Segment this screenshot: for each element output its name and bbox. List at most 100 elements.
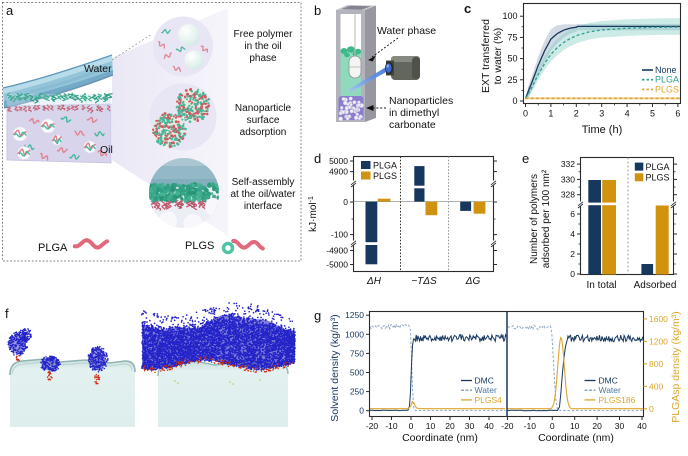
svg-text:PLGS186: PLGS186 bbox=[599, 395, 636, 405]
svg-text:75: 75 bbox=[507, 32, 517, 42]
svg-text:EXT transferred: EXT transferred bbox=[480, 19, 492, 93]
svg-text:Coordinate (nm): Coordinate (nm) bbox=[402, 432, 478, 444]
svg-text:0: 0 bbox=[550, 421, 555, 431]
svg-text:6: 6 bbox=[675, 109, 680, 119]
svg-text:-10: -10 bbox=[524, 421, 537, 431]
svg-text:in dimethyl: in dimethyl bbox=[389, 107, 439, 119]
svg-text:ΔH: ΔH bbox=[366, 276, 382, 287]
svg-text:30: 30 bbox=[465, 421, 475, 431]
svg-text:1200: 1200 bbox=[649, 336, 668, 346]
svg-text:250: 250 bbox=[350, 387, 364, 397]
svg-text:4: 4 bbox=[625, 109, 630, 119]
svg-text:1600: 1600 bbox=[649, 314, 668, 324]
svg-text:-100: -100 bbox=[331, 230, 348, 240]
svg-text:None: None bbox=[655, 65, 677, 75]
svg-text:to water (%): to water (%) bbox=[492, 28, 504, 85]
svg-text:2: 2 bbox=[570, 249, 575, 259]
svg-text:0: 0 bbox=[512, 96, 517, 106]
svg-text:PLGS: PLGS bbox=[646, 173, 670, 183]
svg-text:Nanoparticle: Nanoparticle bbox=[235, 103, 292, 114]
svg-text:b: b bbox=[314, 3, 321, 18]
svg-text:4900: 4900 bbox=[329, 167, 348, 177]
svg-text:PLGAsp density (kg/m³): PLGAsp density (kg/m³) bbox=[670, 311, 682, 422]
svg-text:10: 10 bbox=[570, 421, 580, 431]
svg-text:Time (h): Time (h) bbox=[582, 124, 623, 136]
svg-text:Nanoparticles: Nanoparticles bbox=[389, 95, 453, 107]
svg-text:surface: surface bbox=[247, 115, 280, 126]
svg-text:0: 0 bbox=[570, 269, 575, 279]
svg-text:PLGA: PLGA bbox=[373, 161, 397, 171]
svg-text:PLGS: PLGS bbox=[185, 240, 214, 252]
svg-text:Coordinate (nm): Coordinate (nm) bbox=[538, 432, 614, 444]
svg-text:Oil: Oil bbox=[100, 144, 113, 156]
svg-text:interface: interface bbox=[244, 201, 283, 212]
svg-text:328: 328 bbox=[561, 190, 575, 200]
svg-text:Free polymer: Free polymer bbox=[234, 29, 294, 40]
svg-text:f: f bbox=[5, 306, 9, 321]
svg-text:800: 800 bbox=[649, 359, 663, 369]
svg-text:0: 0 bbox=[409, 421, 414, 431]
svg-text:3: 3 bbox=[599, 109, 604, 119]
svg-text:Self-assembly: Self-assembly bbox=[232, 177, 295, 188]
svg-text:-10: -10 bbox=[385, 421, 398, 431]
svg-text:5: 5 bbox=[650, 109, 655, 119]
svg-text:332: 332 bbox=[561, 159, 575, 169]
svg-text:PLGS: PLGS bbox=[373, 171, 397, 181]
svg-text:40: 40 bbox=[484, 421, 494, 431]
svg-text:750: 750 bbox=[350, 348, 364, 358]
svg-text:0: 0 bbox=[649, 404, 654, 414]
svg-text:330: 330 bbox=[561, 174, 575, 184]
svg-text:0: 0 bbox=[523, 109, 528, 119]
svg-text:0: 0 bbox=[359, 406, 364, 416]
svg-text:PLGA: PLGA bbox=[38, 242, 68, 254]
svg-text:20: 20 bbox=[592, 421, 602, 431]
svg-text:4: 4 bbox=[570, 229, 575, 239]
svg-text:Water: Water bbox=[84, 63, 112, 75]
svg-text:Water phase: Water phase bbox=[377, 25, 436, 37]
svg-text:5000: 5000 bbox=[329, 156, 348, 166]
svg-text:In total: In total bbox=[586, 280, 616, 291]
svg-text:DMC: DMC bbox=[475, 376, 494, 386]
svg-text:Solvent density (kg/m³): Solvent density (kg/m³) bbox=[329, 314, 341, 421]
svg-text:adsorbed per 100 nm²: adsorbed per 100 nm² bbox=[541, 169, 552, 268]
svg-text:adsorption: adsorption bbox=[240, 127, 287, 138]
svg-text:100: 100 bbox=[502, 11, 517, 21]
svg-text:c: c bbox=[464, 1, 471, 16]
svg-text:e: e bbox=[522, 151, 529, 166]
svg-text:g: g bbox=[314, 308, 321, 323]
svg-text:Adsorbed: Adsorbed bbox=[634, 280, 677, 291]
svg-text:30: 30 bbox=[615, 421, 625, 431]
svg-text:-4900: -4900 bbox=[326, 246, 348, 256]
svg-text:0: 0 bbox=[343, 197, 348, 207]
svg-text:1250: 1250 bbox=[345, 310, 364, 320]
svg-text:PLGS: PLGS bbox=[655, 84, 679, 94]
svg-text:40: 40 bbox=[637, 421, 647, 431]
svg-text:at the oil/water: at the oil/water bbox=[230, 189, 296, 200]
svg-text:Water: Water bbox=[599, 385, 622, 395]
svg-text:6: 6 bbox=[570, 209, 575, 219]
svg-text:1: 1 bbox=[548, 109, 553, 119]
svg-text:2: 2 bbox=[574, 109, 579, 119]
svg-text:Number of polymers: Number of polymers bbox=[529, 174, 540, 264]
svg-text:-20: -20 bbox=[366, 421, 379, 431]
svg-text:carbonate: carbonate bbox=[389, 119, 436, 131]
svg-text:a: a bbox=[6, 3, 14, 18]
svg-text:d: d bbox=[314, 151, 321, 166]
svg-text:25: 25 bbox=[507, 75, 517, 85]
svg-text:PLGA: PLGA bbox=[655, 75, 679, 85]
svg-text:kJ·mol-1: kJ·mol-1 bbox=[308, 196, 319, 232]
svg-text:-5000: -5000 bbox=[326, 260, 348, 270]
svg-text:PLGS4: PLGS4 bbox=[475, 395, 503, 405]
svg-text:-20: -20 bbox=[501, 421, 514, 431]
svg-text:1000: 1000 bbox=[345, 329, 364, 339]
svg-text:20: 20 bbox=[445, 421, 455, 431]
svg-text:PLGA: PLGA bbox=[646, 162, 670, 172]
svg-text:DMC: DMC bbox=[599, 376, 618, 386]
svg-text:10: 10 bbox=[426, 421, 436, 431]
svg-text:phase: phase bbox=[249, 53, 277, 64]
svg-text:50: 50 bbox=[507, 54, 517, 64]
svg-text:500: 500 bbox=[350, 368, 364, 378]
svg-text:Water: Water bbox=[475, 385, 498, 395]
svg-text:−TΔS: −TΔS bbox=[411, 276, 437, 287]
svg-text:in the oil: in the oil bbox=[244, 41, 281, 52]
